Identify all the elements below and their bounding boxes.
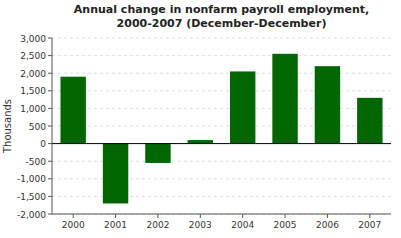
x-tick [115, 214, 116, 218]
y-tick [48, 73, 52, 74]
grid-line [52, 143, 391, 144]
y-tick [48, 161, 52, 162]
grid-line [52, 55, 391, 56]
y-tick [48, 214, 52, 215]
grid-line [52, 214, 391, 215]
x-tick [242, 214, 243, 218]
chart-svg: Annual change in nonfarm payroll employm… [0, 0, 401, 238]
y-tick-label: 1,000 [20, 104, 46, 114]
bar [60, 77, 85, 144]
y-tick-label: 500 [29, 122, 46, 132]
y-tick-label: 1,500 [20, 86, 46, 96]
grid-line [52, 38, 391, 39]
chart-container: Annual change in nonfarm payroll employm… [0, 0, 401, 238]
y-tick [48, 178, 52, 179]
bar [188, 140, 213, 144]
bar [272, 54, 297, 144]
y-tick [48, 38, 52, 39]
y-tick [48, 55, 52, 56]
x-axis-line [52, 214, 391, 215]
bar [357, 98, 382, 144]
x-tick-label: 2002 [146, 220, 169, 230]
x-tick-label: 2004 [231, 220, 254, 230]
y-tick [48, 108, 52, 109]
y-tick [48, 143, 52, 144]
zero-line [52, 143, 391, 144]
x-tick [200, 214, 201, 218]
x-tick-label: 2003 [189, 220, 212, 230]
x-tick-label: 2007 [358, 220, 381, 230]
bars [60, 54, 382, 204]
x-tick [157, 214, 158, 218]
x-tick-label: 2005 [274, 220, 297, 230]
y-tick-label: -1,500 [17, 192, 46, 202]
y-tick-label: 2,500 [20, 51, 46, 61]
y-axis-line [52, 38, 53, 214]
x-tick [369, 214, 370, 218]
y-tick-label: 2,000 [20, 69, 46, 79]
y-tick-label: -500 [26, 157, 47, 167]
bar [145, 144, 170, 163]
bar [230, 71, 255, 143]
y-tick-label: -2,000 [17, 210, 46, 220]
title: Annual change in nonfarm payroll employm… [74, 3, 369, 16]
y-axis-label: Thousands [2, 99, 13, 154]
x-tick [327, 214, 328, 218]
x-tick-label: 2000 [62, 220, 85, 230]
y-tick-label: 3,000 [20, 34, 46, 44]
subtitle: 2000-2007 (December-December) [117, 17, 327, 30]
x-tick [73, 214, 74, 218]
y-tick-label: -1,000 [17, 174, 46, 184]
y-tick [48, 126, 52, 127]
y-tick [48, 90, 52, 91]
bar [315, 66, 340, 143]
bar [103, 144, 128, 204]
y-tick [48, 196, 52, 197]
y-tick-label: 0 [40, 139, 46, 149]
x-tick-label: 2001 [104, 220, 127, 230]
x-tick [285, 214, 286, 218]
x-tick-label: 2006 [316, 220, 339, 230]
